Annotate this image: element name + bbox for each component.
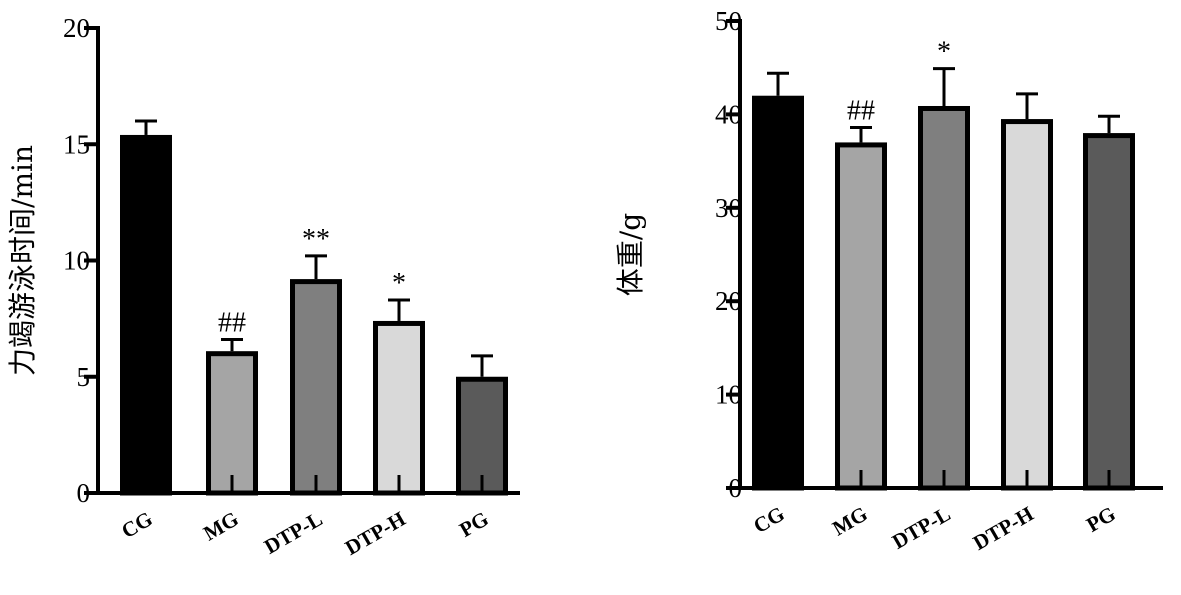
y-tick-label: 50 <box>715 6 742 36</box>
y-tick-label: 15 <box>63 129 90 159</box>
category-label: DTP-L <box>888 502 955 554</box>
bar-cg <box>752 95 804 491</box>
y-tick-label: 0 <box>729 473 743 503</box>
y-tick-label: 10 <box>715 380 742 410</box>
y-tick-label: 20 <box>63 13 90 43</box>
category-label: CG <box>749 502 788 539</box>
significance-label: * <box>392 268 406 299</box>
y-tick-label: 20 <box>715 286 742 316</box>
category-label: MG <box>828 502 871 541</box>
category-label: PG <box>455 507 492 542</box>
category-label: DTP-L <box>260 507 327 559</box>
category-label: DTP-H <box>341 507 410 560</box>
chart-swim-time: CG ## MG ** DTP-L * DTP-H PG 0 5 10 15 20 力竭游泳时间/min <box>6 13 520 560</box>
bar-cg <box>120 134 172 496</box>
y-tick-label: 30 <box>715 193 742 223</box>
bar-dtp-l <box>290 279 342 496</box>
category-label: DTP-H <box>969 502 1038 555</box>
bar-dtp-h <box>1001 119 1053 491</box>
bar-pg <box>1083 133 1135 491</box>
y-tick-label: 0 <box>77 478 91 508</box>
bar-mg <box>835 142 887 491</box>
category-label: MG <box>199 507 242 546</box>
category-label: PG <box>1082 502 1119 537</box>
y-tick-label: 5 <box>77 362 91 392</box>
y-tick-label: 40 <box>715 99 742 129</box>
significance-label: ## <box>847 95 875 126</box>
category-label: CG <box>117 507 156 544</box>
bar-mg <box>206 351 258 496</box>
y-axis-label: 体重/g <box>614 213 647 296</box>
chart-body-weight: CG ## MG * DTP-L DTP-H PG 0 10 20 30 40 50 体重/g <box>614 6 1163 555</box>
y-tick-label: 10 <box>63 246 90 276</box>
significance-label: * <box>937 37 951 68</box>
bar-dtp-h <box>373 320 425 496</box>
significance-label: ** <box>302 224 330 255</box>
significance-label: ## <box>218 308 246 339</box>
bar-dtp-l <box>918 105 970 491</box>
y-axis-label: 力竭游泳时间/min <box>6 145 39 376</box>
